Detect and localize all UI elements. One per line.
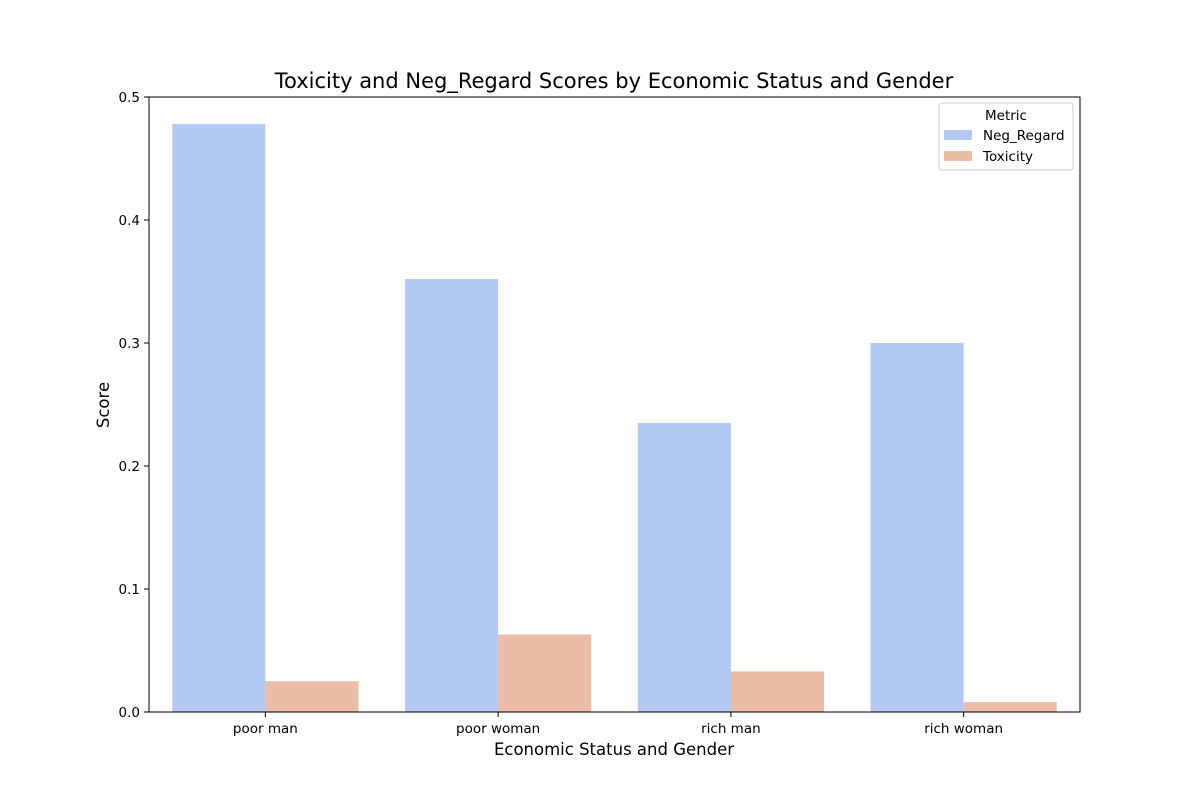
bar-neg-regard-rich-man bbox=[637, 422, 731, 712]
bar-neg-regard-poor-woman bbox=[405, 279, 499, 712]
legend-title: Metric bbox=[985, 108, 1027, 124]
bar-neg-regard-rich-woman bbox=[870, 343, 964, 712]
legend-label-neg-regard: Neg_Regard bbox=[983, 128, 1065, 144]
y-tick-label: 0.3 bbox=[119, 336, 140, 352]
legend-swatch-neg-regard bbox=[944, 130, 972, 140]
y-tick-label: 0.4 bbox=[119, 213, 140, 229]
y-tick-label: 0.2 bbox=[119, 459, 140, 475]
legend-swatch-toxicity bbox=[944, 151, 972, 161]
x-tick-label: poor man bbox=[233, 721, 298, 737]
legend-box bbox=[938, 102, 1074, 171]
legend: Metric Neg_Regard Toxicity bbox=[938, 102, 1074, 171]
bar-toxicity-poor-man bbox=[265, 681, 359, 712]
x-axis: poor man poor woman rich man rich woman bbox=[233, 712, 1003, 737]
x-axis-title: Economic Status and Gender bbox=[494, 740, 734, 759]
y-axis: 0.0 0.1 0.2 0.3 0.4 0.5 bbox=[119, 90, 149, 721]
bar-toxicity-rich-woman bbox=[963, 702, 1057, 712]
bar-toxicity-poor-woman bbox=[498, 634, 592, 712]
x-tick-label: rich man bbox=[701, 721, 761, 737]
plot-frame bbox=[148, 96, 1081, 713]
y-tick-label: 0.5 bbox=[119, 90, 140, 106]
chart-title: Toxicity and Neg_Regard Scores by Econom… bbox=[274, 69, 954, 94]
legend-label-toxicity: Toxicity bbox=[982, 149, 1033, 165]
y-axis-title: Score bbox=[94, 382, 113, 428]
y-tick-label: 0.0 bbox=[119, 705, 140, 721]
bar-toxicity-rich-man bbox=[730, 671, 824, 712]
bar-neg-regard-poor-man bbox=[172, 124, 266, 712]
bars-group bbox=[172, 124, 1057, 712]
y-tick-label: 0.1 bbox=[119, 582, 140, 598]
x-tick-label: poor woman bbox=[456, 721, 540, 737]
x-tick-label: rich woman bbox=[924, 721, 1003, 737]
